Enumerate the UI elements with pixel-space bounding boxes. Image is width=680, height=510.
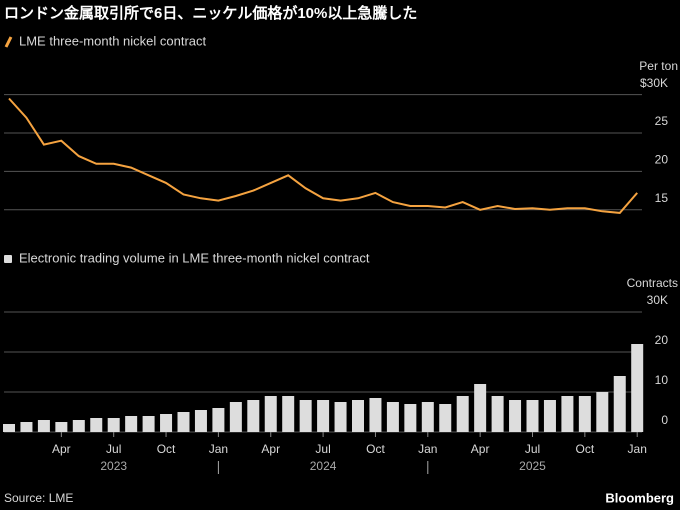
source: Source: LME: [4, 491, 73, 505]
x-tick-label: Apr: [52, 442, 71, 456]
volume-bar: [578, 396, 591, 432]
x-tick-label: Jan: [209, 442, 228, 456]
legend-label: LME three-month nickel contract: [19, 33, 207, 48]
volume-bar: [317, 400, 330, 432]
x-tick-label: Apr: [261, 442, 280, 456]
y-tick-label: 20: [655, 153, 669, 167]
volume-bar: [561, 396, 574, 432]
x-tick-label: Jul: [525, 442, 540, 456]
volume-bar: [90, 418, 103, 432]
year-label: 2025: [519, 459, 546, 473]
volume-bar: [352, 400, 364, 432]
volume-bar: [160, 414, 173, 432]
volume-bar: [177, 412, 190, 432]
y-tick-label: 20: [655, 333, 669, 347]
x-tick-label: Apr: [471, 442, 490, 456]
volume-bar: [596, 392, 609, 432]
volume-bar: [491, 396, 504, 432]
x-tick-label: Oct: [157, 442, 176, 456]
x-tick-label: Jan: [628, 442, 647, 456]
volume-bar: [509, 400, 522, 432]
volume-bar: [526, 400, 539, 432]
year-label: 2024: [310, 459, 337, 473]
legend-swatch: [4, 255, 12, 263]
price-line: [8, 97, 638, 214]
volume-bar: [142, 416, 155, 432]
y-axis-label: Contracts: [627, 276, 678, 290]
volume-bar: [299, 400, 312, 432]
volume-bar: [72, 420, 85, 432]
volume-bar: [404, 404, 417, 432]
y-tick-label: 0: [661, 413, 668, 427]
volume-bar: [20, 422, 33, 432]
volume-bar: [369, 398, 382, 432]
y-tick-label: 25: [655, 114, 669, 128]
x-tick-label: Jul: [106, 442, 121, 456]
volume-bar: [125, 416, 138, 432]
volume-bar: [194, 410, 207, 432]
y-tick-label: 15: [655, 191, 669, 205]
volume-bar: [613, 376, 626, 432]
x-tick-label: Jul: [315, 442, 330, 456]
volume-bar: [334, 402, 347, 432]
volume-bar: [456, 396, 469, 432]
y-tick-label: 10: [655, 373, 669, 387]
volume-bar: [631, 344, 644, 432]
volume-bar: [229, 402, 242, 432]
volume-bar: [264, 396, 277, 432]
legend-swatch: [4, 36, 13, 48]
y-tick-label: $30K: [640, 76, 668, 90]
volume-bar: [474, 384, 487, 432]
volume-bar: [37, 420, 50, 432]
volume-bar: [421, 402, 434, 432]
volume-bar: [439, 404, 452, 432]
y-axis-label: Per ton: [639, 59, 678, 73]
x-tick-label: Oct: [576, 442, 595, 456]
volume-bar: [247, 400, 260, 432]
legend-label: Electronic trading volume in LME three-m…: [19, 250, 370, 265]
volume-bar: [543, 400, 556, 432]
page-title: ロンドン金属取引所で6日、ニッケル価格が10%以上急騰した: [4, 4, 417, 22]
volume-bar: [107, 418, 120, 432]
y-tick-label: 30K: [647, 293, 668, 307]
x-tick-label: Jan: [418, 442, 437, 456]
x-tick-label: Oct: [366, 442, 385, 456]
volume-bar: [212, 408, 225, 432]
volume-bar: [55, 422, 68, 432]
volume-bar: [3, 424, 15, 432]
year-label: 2023: [100, 459, 127, 473]
volume-bar: [386, 402, 399, 432]
volume-bar: [282, 396, 295, 432]
credit: Bloomberg: [605, 490, 674, 505]
